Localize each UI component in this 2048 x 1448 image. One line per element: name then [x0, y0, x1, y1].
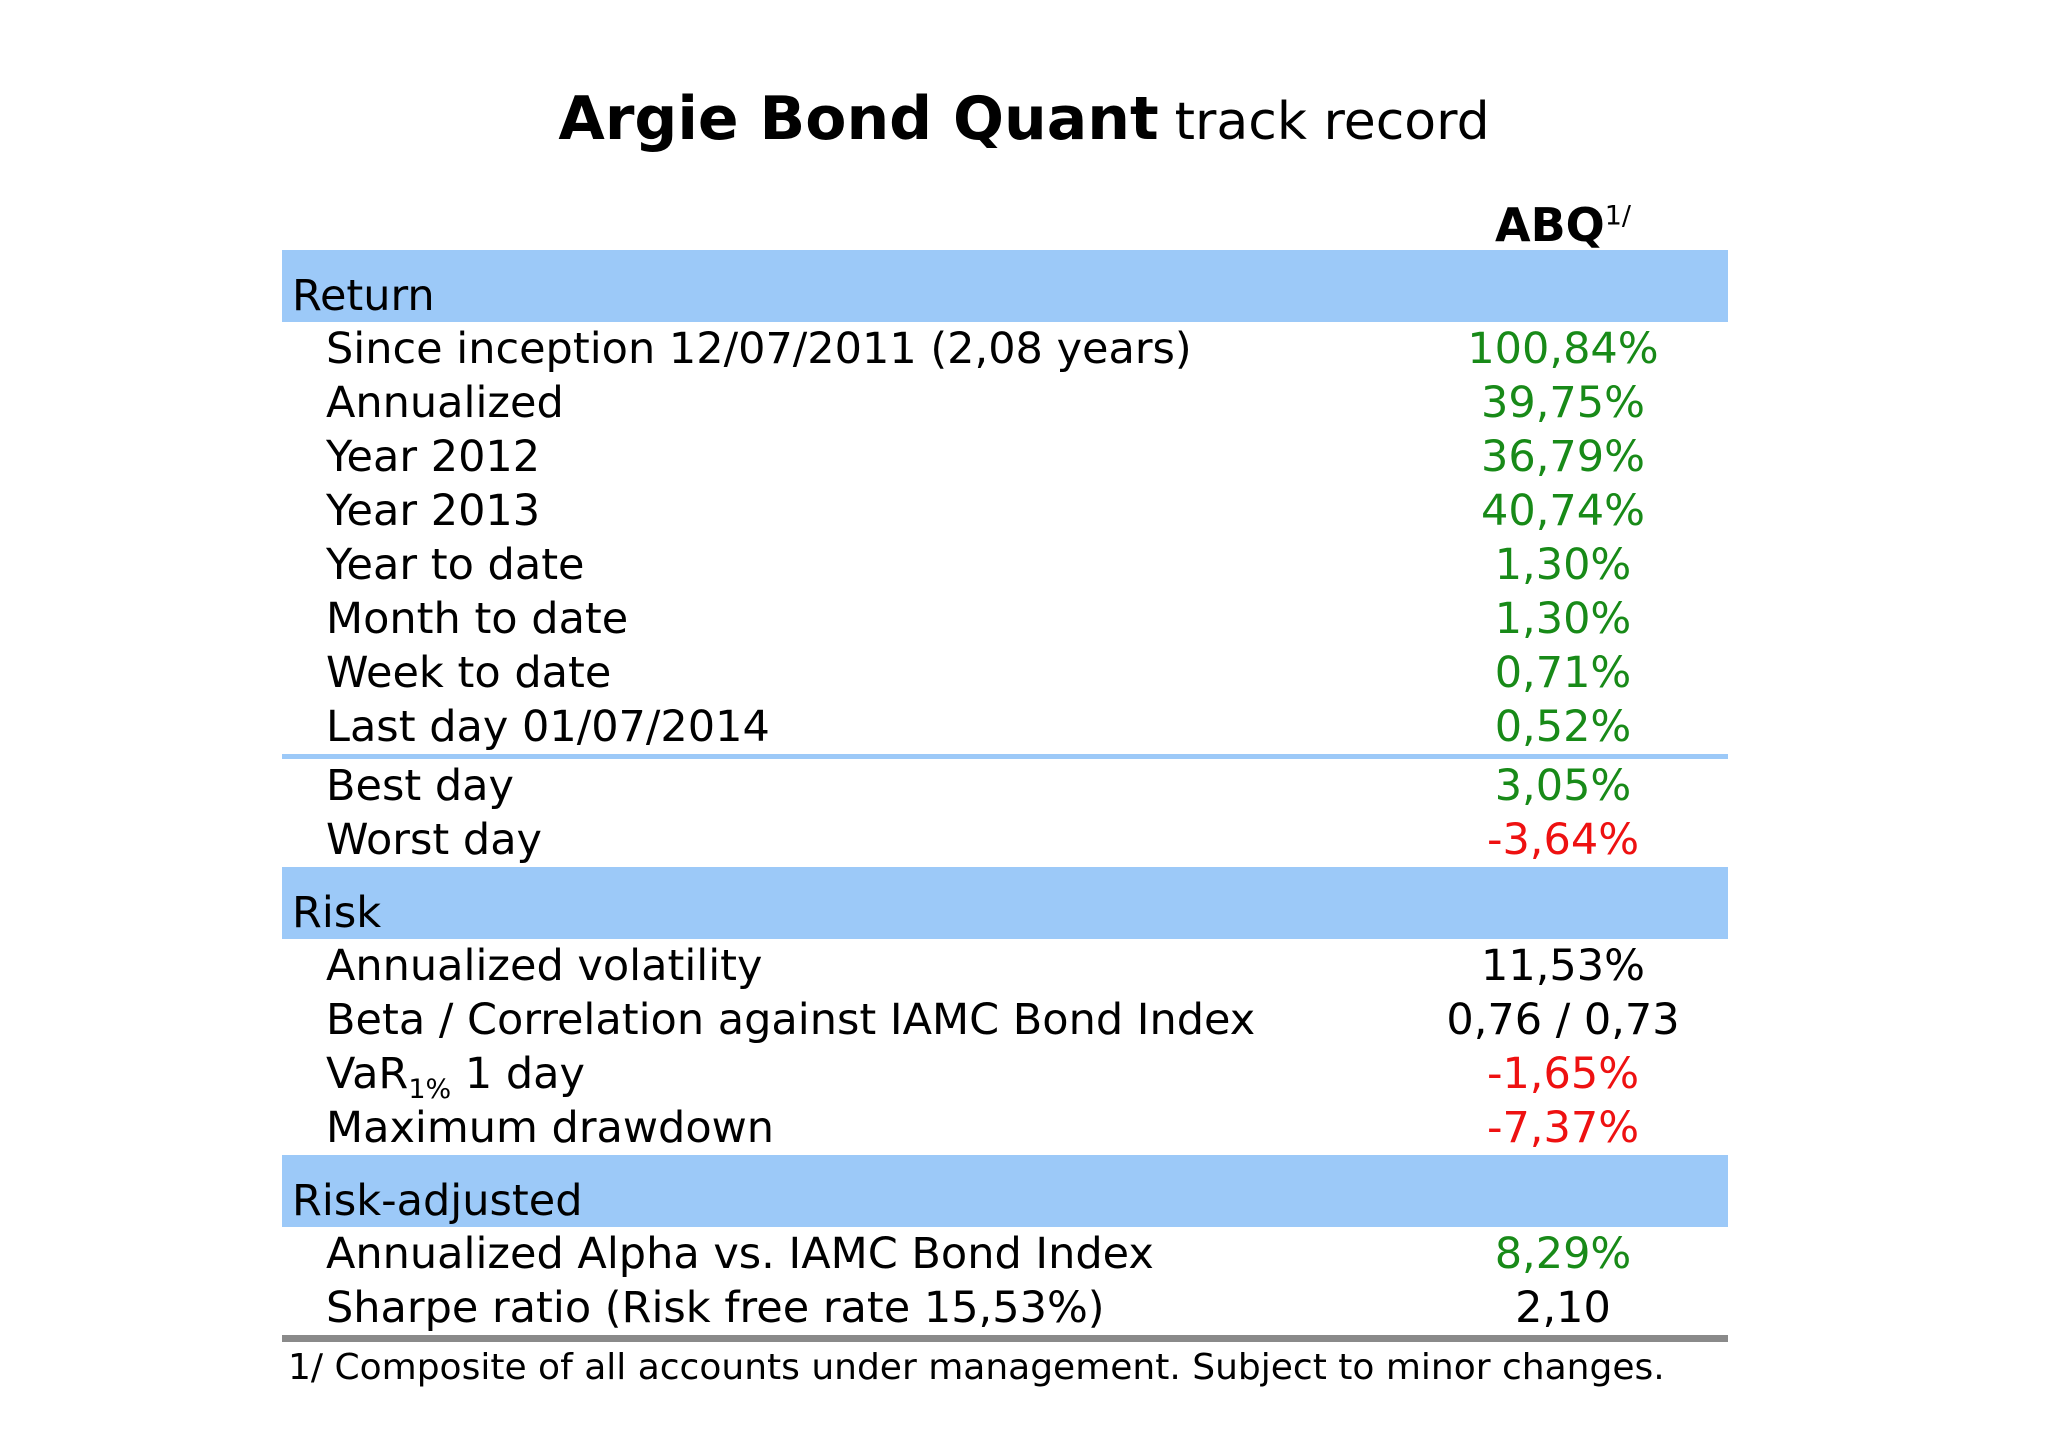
table-row: Month to date 1,30% [282, 592, 1728, 646]
bottom-rule [282, 1335, 1728, 1342]
table-row: Maximum drawdown -7,37% [282, 1101, 1728, 1155]
table-row: Year 2012 36,79% [282, 430, 1728, 484]
row-label: Beta / Correlation against IAMC Bond Ind… [326, 994, 1256, 1045]
table-row: Best day 3,05% [282, 759, 1728, 813]
row-label: Annualized [326, 377, 564, 428]
column-header-footnote-marker: 1/ [1604, 200, 1632, 232]
table-row: Year to date 1,30% [282, 538, 1728, 592]
row-value: 36,79% [1481, 431, 1645, 482]
row-value: 1,30% [1494, 593, 1632, 644]
table-body: Return Since inception 12/07/2011 (2,08 y… [282, 250, 1728, 1335]
section-header-return: Return [282, 250, 1728, 322]
row-label: Annualized Alpha vs. IAMC Bond Index [326, 1228, 1154, 1279]
row-value: -7,37% [1486, 1102, 1640, 1153]
row-value: 3,05% [1494, 760, 1632, 811]
row-value: -1,65% [1486, 1048, 1640, 1099]
row-value: 0,71% [1494, 647, 1632, 698]
column-header-row: ABQ1/ [282, 202, 1728, 250]
table-row: Annualized 39,75% [282, 376, 1728, 430]
row-label: Year 2012 [326, 431, 541, 482]
table-row: Last day 01/07/2014 0,52% [282, 700, 1728, 754]
row-value: 2,10 [1515, 1282, 1611, 1333]
row-label: Sharpe ratio (Risk free rate 15,53%) [326, 1282, 1105, 1333]
row-label: Year 2013 [326, 485, 541, 536]
row-value: 40,74% [1481, 485, 1645, 536]
footnote: 1/ Composite of all accounts under manag… [288, 1347, 1665, 1388]
table-row: Week to date 0,71% [282, 646, 1728, 700]
row-value: 0,52% [1494, 701, 1632, 752]
row-label: Week to date [326, 647, 612, 698]
page-title: Argie Bond Quant track record [0, 84, 2048, 154]
row-label: Last day 01/07/2014 [326, 701, 770, 752]
table-row: Annualized volatility 11,53% [282, 939, 1728, 993]
row-label: Month to date [326, 593, 629, 644]
table-row: Annualized Alpha vs. IAMC Bond Index 8,29… [282, 1227, 1728, 1281]
row-label: Annualized volatility [326, 940, 763, 991]
column-header-label: ABQ [1494, 198, 1605, 252]
row-label: Best day [326, 760, 514, 811]
row-label-subscript: 1% [408, 1073, 452, 1105]
section-header-risk: Risk [282, 867, 1728, 939]
track-record-table: ABQ1/ Return Since inception 12/07/2011 (… [282, 202, 1728, 1388]
row-divider [282, 754, 1728, 759]
table-row: Year 2013 40,74% [282, 484, 1728, 538]
section-header-risk-adjusted: Risk-adjusted [282, 1155, 1728, 1227]
column-header-abq: ABQ1/ [1398, 202, 1728, 250]
row-label: VaR1% 1 day [326, 1048, 585, 1105]
row-label: Worst day [326, 814, 543, 865]
row-value: 100,84% [1467, 323, 1659, 374]
row-label: Year to date [326, 539, 585, 590]
table-row: Since inception 12/07/2011 (2,08 years) 1… [282, 322, 1728, 376]
table-row: Worst day -3,64% [282, 813, 1728, 867]
page-title-main: Argie Bond Quant [558, 84, 1159, 154]
page-title-suffix: track record [1174, 92, 1490, 152]
row-value: -3,64% [1486, 814, 1640, 865]
row-value: 11,53% [1481, 940, 1645, 991]
row-value: 8,29% [1494, 1228, 1632, 1279]
row-label: Since inception 12/07/2011 (2,08 years) [326, 323, 1192, 374]
row-label: Maximum drawdown [326, 1102, 775, 1153]
table-row: Sharpe ratio (Risk free rate 15,53%) 2,10 [282, 1281, 1728, 1335]
table-row: Beta / Correlation against IAMC Bond Ind… [282, 993, 1728, 1047]
table-row: VaR1% 1 day -1,65% [282, 1047, 1728, 1105]
row-value: 1,30% [1494, 539, 1632, 590]
row-value: 39,75% [1481, 377, 1645, 428]
row-value: 0,76 / 0,73 [1446, 994, 1680, 1045]
